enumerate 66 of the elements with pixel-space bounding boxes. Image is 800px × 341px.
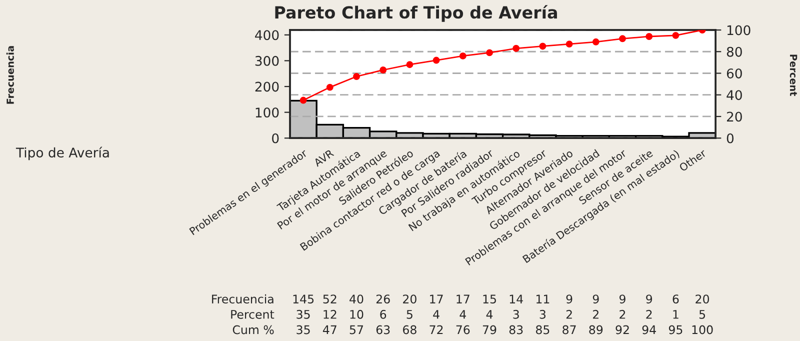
data-label: 14 bbox=[510, 294, 523, 304]
data-label: 89 bbox=[589, 325, 603, 334]
text: 2 bbox=[620, 310, 626, 319]
data-label: 100 bbox=[692, 325, 713, 334]
text: Frecuencia bbox=[212, 294, 274, 304]
text: Frecuencia bbox=[6, 46, 14, 104]
y-tick-label: 400 bbox=[255, 30, 279, 40]
text: 2 bbox=[566, 310, 572, 319]
text: 35 bbox=[296, 310, 310, 319]
y2-tick-label: 60 bbox=[726, 68, 742, 78]
y2-tick-label: 40 bbox=[726, 90, 742, 100]
text: 3 bbox=[513, 310, 519, 319]
data-label: 17 bbox=[456, 294, 470, 304]
text: 6 bbox=[380, 310, 386, 319]
data-label: 6 bbox=[672, 294, 679, 304]
data-label: 76 bbox=[456, 325, 470, 334]
y2-tick-label: 0 bbox=[726, 133, 734, 144]
data-label: 63 bbox=[376, 325, 390, 334]
text: Cum % bbox=[232, 325, 274, 334]
data-label: 26 bbox=[376, 294, 390, 304]
text: 4 bbox=[433, 310, 440, 319]
y-tick-label: 200 bbox=[255, 82, 279, 92]
data-label: 35 bbox=[296, 325, 310, 334]
y2-tick-label: 100 bbox=[727, 25, 750, 36]
data-label: 85 bbox=[536, 325, 550, 334]
text: 2 bbox=[646, 310, 652, 319]
y-tick-label: 0 bbox=[272, 133, 279, 144]
data-label: 79 bbox=[482, 325, 496, 334]
data-label: 52 bbox=[323, 294, 336, 304]
text: 5 bbox=[699, 310, 706, 319]
y2-tick-label: 20 bbox=[726, 112, 742, 122]
data-label: 15 bbox=[483, 294, 496, 304]
y-tick-label: 300 bbox=[255, 56, 279, 66]
data-label: 83 bbox=[509, 325, 523, 334]
text: 5 bbox=[406, 310, 412, 319]
data-label: 94 bbox=[642, 325, 656, 334]
data-label: 72 bbox=[430, 325, 443, 334]
data-label: 9 bbox=[619, 294, 626, 304]
data-label: 57 bbox=[350, 325, 363, 334]
data-label: 47 bbox=[322, 325, 336, 334]
data-label: 92 bbox=[616, 325, 629, 334]
data-label: 145 bbox=[293, 294, 314, 304]
text: 10 bbox=[350, 310, 364, 319]
text: Percent bbox=[231, 310, 274, 319]
text: 4 bbox=[486, 310, 493, 319]
text: 3 bbox=[540, 310, 546, 319]
y-tick-label: 100 bbox=[256, 108, 279, 118]
data-label: 40 bbox=[350, 294, 364, 304]
text: Tipo de Avería bbox=[16, 146, 109, 160]
text: 2 bbox=[593, 310, 598, 319]
data-label: 11 bbox=[536, 294, 550, 304]
data-label: 87 bbox=[562, 325, 576, 334]
y2-tick-label: 80 bbox=[726, 46, 742, 57]
chart-title: Pareto Chart of Tipo de Avería bbox=[275, 5, 557, 22]
data-label: 9 bbox=[646, 294, 652, 304]
text: 12 bbox=[324, 310, 336, 319]
data-label: 20 bbox=[696, 294, 710, 304]
y2-axis-title: Percent bbox=[790, 54, 798, 96]
data-label: 95 bbox=[668, 325, 682, 334]
data-label: 9 bbox=[592, 294, 599, 304]
data-label: 9 bbox=[566, 294, 572, 304]
text: 1 bbox=[673, 310, 678, 319]
data-label: 20 bbox=[403, 294, 416, 304]
data-label: 68 bbox=[403, 325, 416, 334]
data-label: 17 bbox=[430, 294, 443, 304]
text: 4 bbox=[460, 310, 466, 319]
